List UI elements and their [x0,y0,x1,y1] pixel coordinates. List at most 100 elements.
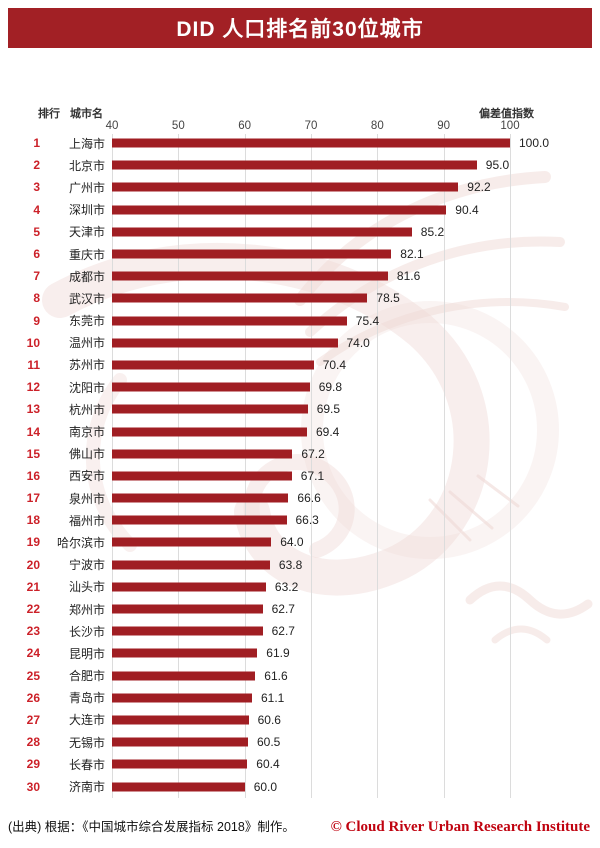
bar-track: 69.4 [112,420,600,442]
bar-track: 66.3 [112,509,600,531]
bar-track: 60.0 [112,775,600,797]
bar-track: 61.6 [112,665,600,687]
chart-row: 11 苏州市 70.4 [0,354,600,376]
rank-number: 8 [33,291,40,306]
value-bar [112,737,248,747]
rank-number: 7 [33,269,40,284]
value-bar [112,626,263,636]
city-column-header: 城市名 [70,108,103,120]
chart-row: 29 长春市 60.4 [0,753,600,775]
value-bar [112,515,287,525]
value-bar [112,693,252,703]
value-label: 66.3 [295,513,319,528]
bar-track: 85.2 [112,221,600,243]
city-name: 天津市 [68,225,105,240]
rank-number: 16 [26,468,40,483]
value-label: 74.0 [346,335,370,350]
footer: (出典) 根据：《中国城市综合发展指标 2018》制作。 © Cloud Riv… [8,816,590,836]
value-label: 61.6 [264,668,288,683]
city-name: 佛山市 [68,447,105,462]
city-name: 杭州市 [68,402,105,417]
source-note: (出典) 根据：《中国城市综合发展指标 2018》制作。 [8,820,295,834]
city-name: 武汉市 [68,291,105,306]
rank-number: 29 [26,757,40,772]
value-label: 61.1 [261,690,285,705]
bar-track: 69.5 [112,398,600,420]
value-label: 78.5 [376,291,400,306]
rank-number: 3 [33,180,40,195]
chart-row: 14 南京市 69.4 [0,420,600,442]
value-label: 100.0 [519,136,550,151]
bar-track: 70.4 [112,354,600,376]
value-label: 63.8 [278,557,303,572]
chart-row: 4 深圳市 90.4 [0,199,600,221]
bar-track: 78.5 [112,287,600,309]
chart-row: 15 佛山市 67.2 [0,443,600,465]
chart-row: 3 广州市 92.2 [0,176,600,198]
value-bar [112,648,258,658]
bar-track: 60.6 [112,709,600,731]
value-label: 60.0 [253,779,278,794]
rank-number: 11 [27,357,40,372]
chart-row: 23 长沙市 62.7 [0,620,600,642]
rank-number: 13 [26,402,40,417]
city-name: 济南市 [68,780,105,795]
city-name: 长春市 [68,757,105,772]
chart-row: 25 合肥市 61.6 [0,665,600,687]
chart-row: 18 福州市 66.3 [0,509,600,531]
axis-tick-label: 40 [105,120,119,132]
city-name: 福州市 [68,513,105,528]
city-name: 沈阳市 [68,380,105,395]
bar-track: 81.6 [112,265,600,287]
gridline [510,134,511,798]
rank-number: 17 [26,491,40,506]
bar-track: 62.7 [112,598,600,620]
city-name: 西安市 [68,469,105,484]
chart-row: 24 昆明市 61.9 [0,642,600,664]
value-bar [112,338,338,348]
city-name: 北京市 [68,158,105,173]
axis-tick-label: 70 [304,120,318,132]
bar-track: 60.5 [112,731,600,753]
rank-number: 22 [26,602,40,617]
value-axis: 40 50 60 70 80 90 100 [0,120,600,134]
city-name: 苏州市 [68,358,105,373]
city-name: 上海市 [68,136,105,151]
bar-track: 60.4 [112,753,600,775]
bar-track: 75.4 [112,310,600,332]
rank-number: 1 [33,136,40,151]
copyright-credit: © Cloud River Urban Research Institute [330,819,590,835]
city-name: 郑州市 [68,602,105,617]
rank-number: 12 [26,380,40,395]
city-name: 无锡市 [68,735,105,750]
chart-row: 5 天津市 85.2 [0,221,600,243]
rank-number: 28 [26,735,40,750]
value-label: 85.2 [420,224,445,239]
gridline [311,134,312,798]
city-name: 宁波市 [68,558,105,573]
axis-tick-label: 90 [437,120,451,132]
value-bar [112,471,292,481]
rank-number: 5 [33,224,40,239]
value-label: 69.4 [316,424,340,439]
bar-track: 67.2 [112,443,600,465]
chart-row: 28 无锡市 60.5 [0,731,600,753]
bar-track: 61.1 [112,687,600,709]
rank-number: 19 [26,535,40,550]
chart-row: 21 汕头市 63.2 [0,576,600,598]
axis-tick-label: 60 [238,120,252,132]
bar-track: 66.6 [112,487,600,509]
bar-track: 63.8 [112,554,600,576]
bar-track: 92.2 [112,176,600,198]
city-name: 长沙市 [68,624,105,639]
value-label: 62.7 [271,602,295,617]
chart-row: 8 武汉市 78.5 [0,287,600,309]
city-name: 哈尔滨市 [56,535,105,550]
city-name: 东莞市 [68,314,105,329]
bar-track: 100.0 [112,132,600,154]
rank-number: 23 [26,624,40,639]
bar-track: 90.4 [112,199,600,221]
bar-track: 82.1 [112,243,600,265]
value-label: 69.5 [316,402,341,417]
